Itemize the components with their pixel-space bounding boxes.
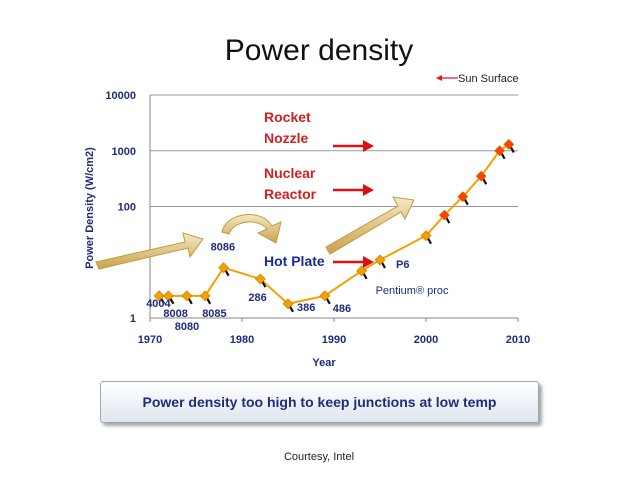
- credit-text: Courtesy, Intel: [283, 451, 355, 463]
- gridlines: [150, 94, 518, 207]
- y-tick-label-1000: 1000: [112, 146, 136, 158]
- x-tick-labels: 1970 1980 1990 2000 2010: [138, 318, 530, 346]
- annotation-reactor: Reactor: [264, 186, 317, 202]
- data-point-2-3: [457, 191, 469, 203]
- y-tick-label-1: 1: [130, 313, 136, 325]
- point-label-p6: P6: [396, 259, 409, 271]
- data-points: [153, 138, 515, 313]
- point-label-286: 286: [248, 292, 266, 304]
- y-tick-label-100: 100: [118, 202, 136, 214]
- x-tick-label-2010: 2010: [506, 334, 530, 346]
- trend-arrow-curved: [221, 214, 282, 244]
- point-label-486: 486: [333, 303, 351, 315]
- data-point-1-10: [374, 254, 386, 266]
- data-point-1-7: [282, 298, 294, 310]
- trend-arrows: [95, 196, 415, 270]
- point-label-8086: 8086: [211, 242, 235, 254]
- y-tick-labels: 1 100 1000 10000: [105, 90, 136, 325]
- data-point-1-11: [420, 230, 432, 242]
- data-point-1-9: [356, 265, 368, 277]
- data-point-1-4: [199, 290, 211, 302]
- point-label-8008: 8008: [163, 308, 187, 320]
- point-label-8080: 8080: [175, 321, 199, 333]
- data-point-1-1: [153, 290, 165, 302]
- data-point-1-3: [181, 290, 193, 302]
- trend-arrow-right: [325, 196, 415, 255]
- legend-label-sun-surface: Sun Surface: [458, 73, 519, 85]
- data-point-2-5: [494, 145, 506, 157]
- annotation-hot-plate: Hot Plate: [264, 253, 325, 269]
- y-axis-label: Power Density (W/cm2): [84, 147, 96, 269]
- data-point-2-6: [503, 138, 515, 150]
- point-label-386: 386: [297, 302, 315, 314]
- legend: Sun Surface: [436, 73, 519, 85]
- annotation-arrows: [333, 140, 374, 268]
- annotation-nuclear: Nuclear: [264, 165, 316, 181]
- data-point-1-2: [162, 290, 174, 302]
- x-tick-label-2000: 2000: [414, 334, 438, 346]
- x-tick-label-1980: 1980: [230, 334, 254, 346]
- data-point-2-2: [438, 209, 450, 221]
- data-point-1-8: [319, 290, 331, 302]
- conclusion-banner: Power density too high to keep junctions…: [100, 381, 539, 423]
- data-point-2-4: [475, 170, 487, 182]
- data-point-1-6: [254, 273, 266, 285]
- x-tick-label-1990: 1990: [322, 334, 346, 346]
- point-label-4004: 4004: [146, 298, 171, 310]
- slide-title: Power density: [224, 34, 414, 67]
- data-point-1-5: [218, 262, 230, 274]
- legend-arrow-head: [436, 75, 442, 81]
- trend-arrow-left: [95, 232, 204, 270]
- annotation-rocket: Rocket: [264, 109, 311, 125]
- point-label-pentium-proc: Pentium® proc: [376, 285, 449, 297]
- y-tick-label-10000: 10000: [105, 90, 136, 102]
- x-tick-label-1970: 1970: [138, 334, 162, 346]
- point-label-8085: 8085: [202, 308, 226, 320]
- annotation-nozzle: Nozzle: [264, 130, 309, 146]
- annotations: Rocket Nozzle Nuclear Reactor Hot Plate: [264, 109, 325, 269]
- x-axis-label: Year: [312, 357, 336, 369]
